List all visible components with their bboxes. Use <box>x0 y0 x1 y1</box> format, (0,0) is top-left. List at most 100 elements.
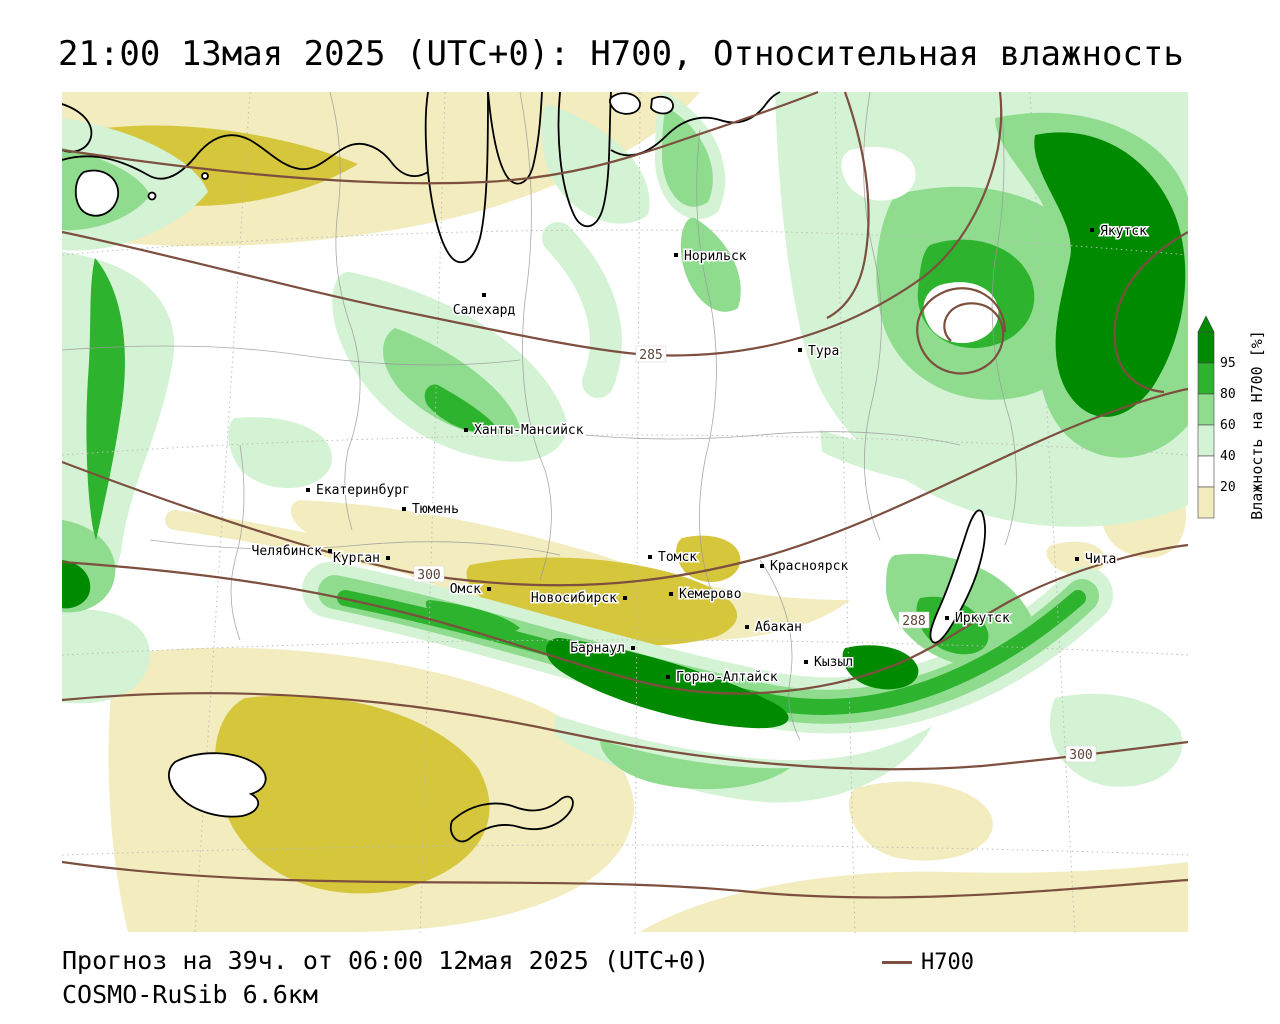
legend-cell <box>1197 455 1215 488</box>
forecast-info: Прогноз на 39ч. от 06:00 12мая 2025 (UTC… <box>62 946 710 975</box>
city-marker: Тура <box>798 343 841 361</box>
contour-labels-layer: 285 300 288 300 <box>413 345 1097 763</box>
humidity-fill-layer <box>62 92 1188 932</box>
city-marker: Иркутск <box>945 610 1011 628</box>
city-dot <box>648 555 652 559</box>
humidity-region-saturated <box>62 560 91 609</box>
taz-gulf-coastline <box>557 91 612 228</box>
humidity-region-dry <box>165 510 440 578</box>
city-marker: Кызыл <box>804 654 855 672</box>
city-dot <box>674 253 678 257</box>
city-dot <box>402 507 406 511</box>
cities-layer: Норильск Салехард Тура Якутск Ханты-Манс… <box>250 223 1149 687</box>
city-dot <box>464 428 468 432</box>
contour-label-text: 285 <box>639 348 662 363</box>
lake <box>168 752 267 818</box>
humidity-region-gap <box>841 146 916 201</box>
humidity-region-wet <box>425 600 520 636</box>
city-label: Курган <box>333 551 380 566</box>
contour-label: 300 <box>413 565 445 583</box>
city-marker: Челябинск <box>250 543 332 561</box>
lake-baikal <box>929 509 986 644</box>
legend-title: Влажность на H700 [%] <box>1248 330 1266 520</box>
contour-label-box <box>413 565 445 583</box>
contour-label-text: 300 <box>1069 748 1092 763</box>
page-title: 21:00 13мая 2025 (UTC+0): H700, Относите… <box>58 34 1184 74</box>
city-dot <box>669 592 673 596</box>
contour-label-box <box>1065 745 1097 763</box>
city-dot <box>306 488 310 492</box>
height-contour <box>62 387 1188 587</box>
city-dot <box>328 549 332 553</box>
admin-border <box>230 444 245 641</box>
humidity-region-dry <box>848 781 993 861</box>
admin-border <box>863 91 882 541</box>
city-marker: Якутск <box>1090 223 1149 241</box>
height-contour <box>62 90 819 185</box>
city-dot <box>623 596 627 600</box>
height-contour <box>62 692 1188 771</box>
humidity-region-moist <box>542 222 622 398</box>
city-label: Тура <box>808 344 839 359</box>
city-dot <box>745 625 749 629</box>
city-marker: Томск <box>648 549 699 567</box>
admin-border <box>696 129 717 601</box>
city-label: Кызыл <box>814 655 853 670</box>
h700-line-label: H700 <box>921 950 974 975</box>
legend-tick: 40 <box>1220 449 1236 464</box>
admin-border <box>991 91 1017 546</box>
city-marker: Красноярск <box>760 558 850 576</box>
island <box>74 169 119 217</box>
city-dot <box>760 564 764 568</box>
contour-label-box <box>898 611 930 629</box>
city-dot <box>631 646 635 650</box>
height-contours-layer <box>62 90 1188 899</box>
contour-label-box <box>635 345 667 363</box>
legend-tick: 60 <box>1220 418 1236 433</box>
city-label: Норильск <box>684 249 747 264</box>
legend-tick: 95 <box>1220 356 1236 371</box>
humidity-region-wet <box>424 384 498 433</box>
contour-label: 288 <box>898 611 930 629</box>
city-marker: Норильск <box>674 248 748 266</box>
graticule-layer <box>62 91 1188 936</box>
legend-arrow <box>1197 315 1215 333</box>
contour-label: 285 <box>635 345 667 363</box>
city-label: Барнаул <box>570 641 625 656</box>
city-label: Абакан <box>755 620 802 635</box>
arctic-coastline <box>62 134 429 180</box>
admin-border <box>149 539 561 556</box>
humidity-region-moist <box>820 400 1172 493</box>
city-marker: Екатеринбург <box>306 482 411 500</box>
admin-border <box>519 91 552 581</box>
legend-cell <box>1197 486 1215 519</box>
island <box>201 172 209 180</box>
height-contour <box>62 543 1188 695</box>
humidity-region-moist <box>555 715 932 803</box>
city-label: Новосибирск <box>531 591 617 606</box>
city-label: Горно-Алтайск <box>676 670 778 685</box>
humidity-region-saturated <box>1034 132 1186 417</box>
contour-line-key: H700 <box>882 950 974 975</box>
city-dot <box>386 556 390 560</box>
city-label: Якутск <box>1100 224 1147 239</box>
graticule-parallel <box>62 434 1188 456</box>
admin-border <box>759 559 801 741</box>
admin-border <box>62 345 521 366</box>
legend-cell <box>1197 331 1215 364</box>
graticule-parallel <box>62 844 1188 856</box>
humidity-region-very-dry <box>676 535 741 582</box>
admin-border <box>539 429 961 446</box>
arctic-coastline <box>610 91 781 157</box>
city-dot <box>487 587 491 591</box>
height-contour <box>62 91 1003 357</box>
graticule-meridian <box>834 91 856 936</box>
humidity-region-saturated <box>842 645 919 690</box>
humidity-region-moist <box>228 417 333 489</box>
humidity-region-saturated <box>546 638 789 729</box>
city-label: Екатеринбург <box>316 483 410 498</box>
h700-line-sample <box>882 961 912 964</box>
city-marker: Чита <box>1075 551 1118 569</box>
city-dot <box>482 293 486 297</box>
